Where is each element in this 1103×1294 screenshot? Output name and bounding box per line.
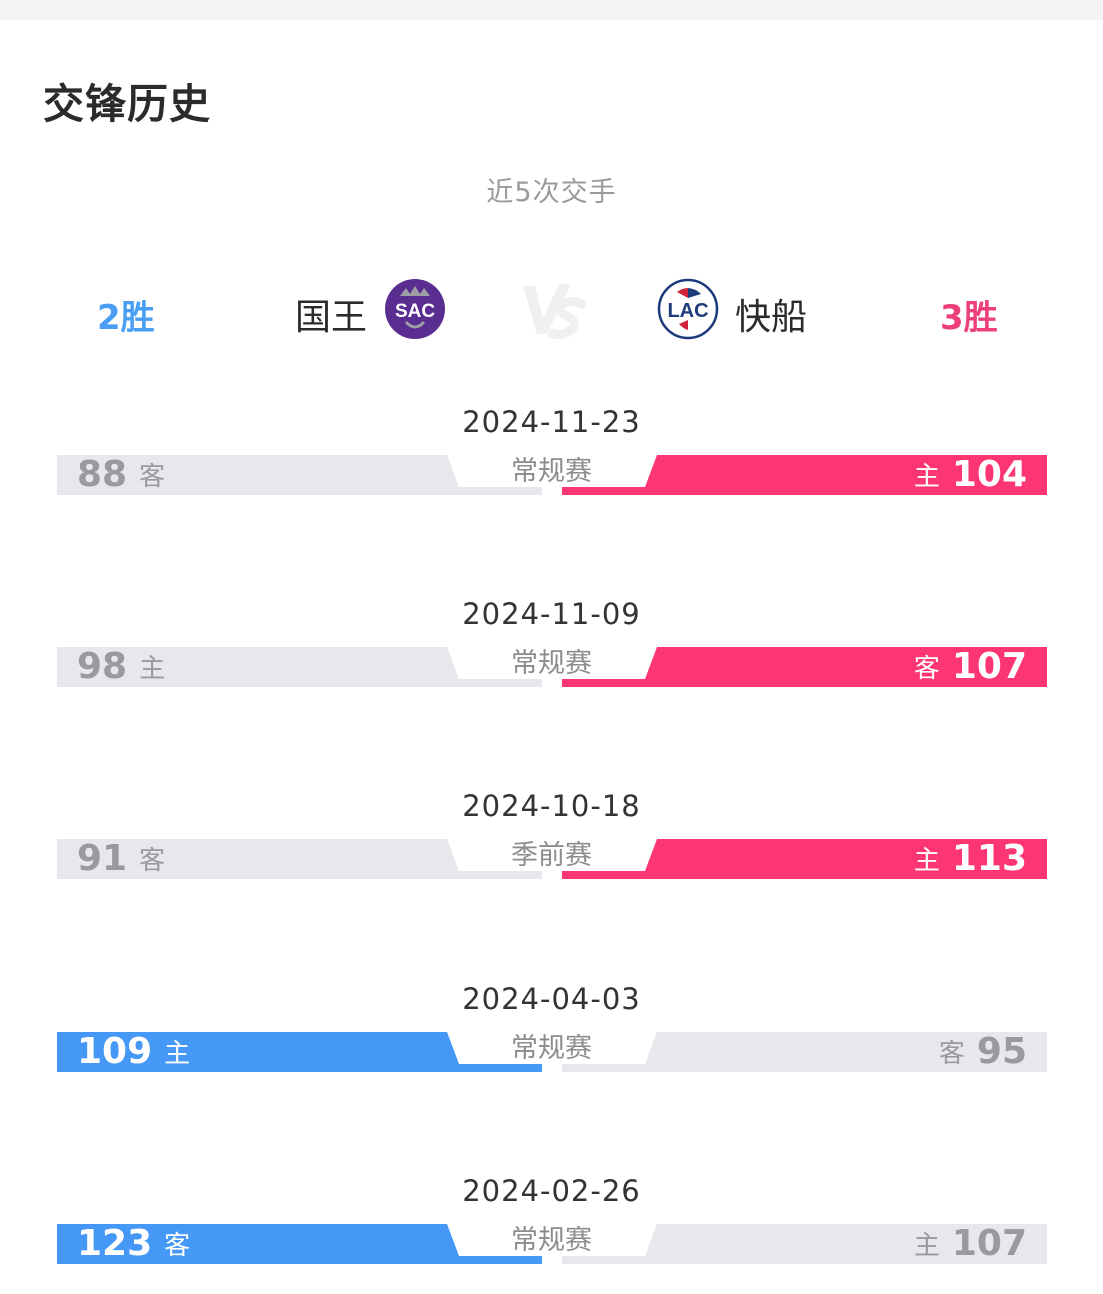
- right-venue: 主: [913, 462, 940, 492]
- left-venue: 客: [139, 462, 166, 492]
- left-score-bar: 98 主: [57, 647, 542, 687]
- right-score-bar: 107 客: [562, 647, 1047, 687]
- right-venue: 客: [938, 1039, 965, 1069]
- left-score-bar: 109 主: [57, 1032, 542, 1072]
- right-venue: 主: [913, 1231, 940, 1261]
- left-venue: 主: [139, 654, 166, 684]
- left-score: 123: [77, 1223, 153, 1264]
- match-row[interactable]: 2024-02-26 常规赛 123 客 107 主: [0, 1174, 1103, 1294]
- right-score-bar: 113 主: [562, 839, 1047, 879]
- right-score: 113: [951, 838, 1027, 879]
- left-team-name[interactable]: 国王: [295, 297, 368, 338]
- right-score: 107: [951, 1223, 1027, 1264]
- top-bar: [0, 0, 1103, 20]
- match-date: 2024-04-03: [462, 982, 641, 1016]
- match-date: 2024-02-26: [462, 1174, 641, 1208]
- match-type: 常规赛: [511, 648, 592, 679]
- left-score: 88: [77, 454, 128, 495]
- match-row[interactable]: 2024-11-09 常规赛 98 主 107 客: [0, 597, 1103, 717]
- left-venue: 主: [164, 1039, 191, 1069]
- recent-matches-subtitle: 近5次交手: [486, 177, 617, 208]
- match-row[interactable]: 2024-10-18 季前赛 91 客 113 主: [0, 789, 1103, 909]
- match-type: 常规赛: [511, 1033, 592, 1064]
- match-date: 2024-10-18: [462, 789, 641, 823]
- left-score-bar: 88 客: [57, 455, 542, 495]
- left-venue: 客: [164, 1231, 191, 1261]
- svg-text:SAC: SAC: [395, 301, 435, 322]
- right-score: 95: [976, 1031, 1027, 1072]
- vs-icon: [515, 280, 590, 340]
- match-type: 季前赛: [511, 840, 592, 871]
- match-date: 2024-11-09: [462, 597, 641, 631]
- match-row[interactable]: 2024-04-03 常规赛 109 主 95 客: [0, 982, 1103, 1102]
- left-score: 91: [77, 838, 128, 879]
- right-team-name[interactable]: 快船: [735, 297, 808, 338]
- left-score-bar: 91 客: [57, 839, 542, 879]
- left-venue: 客: [139, 846, 166, 876]
- left-score-bar: 123 客: [57, 1224, 542, 1264]
- svg-text:LAC: LAC: [667, 300, 708, 322]
- right-venue: 主: [913, 846, 940, 876]
- teams-summary: 2胜 国王 SAC LAC 快船 3胜: [0, 270, 1103, 350]
- clippers-logo-icon[interactable]: LAC: [657, 278, 719, 340]
- left-score: 109: [77, 1031, 153, 1072]
- right-team-wins: 3胜: [940, 298, 998, 338]
- match-row[interactable]: 2024-11-23 常规赛 88 客 104 主: [0, 405, 1103, 525]
- match-type: 常规赛: [511, 456, 592, 487]
- right-score-bar: 107 主: [562, 1224, 1047, 1264]
- right-score: 107: [951, 646, 1027, 687]
- right-score-bar: 95 客: [562, 1032, 1047, 1072]
- left-team-wins: 2胜: [97, 298, 155, 338]
- section-title: 交锋历史: [43, 80, 211, 128]
- right-score: 104: [951, 454, 1027, 495]
- match-date: 2024-11-23: [462, 405, 641, 439]
- right-venue: 客: [913, 654, 940, 684]
- right-score-bar: 104 主: [562, 455, 1047, 495]
- kings-logo-icon[interactable]: SAC: [384, 278, 446, 340]
- left-score: 98: [77, 646, 128, 687]
